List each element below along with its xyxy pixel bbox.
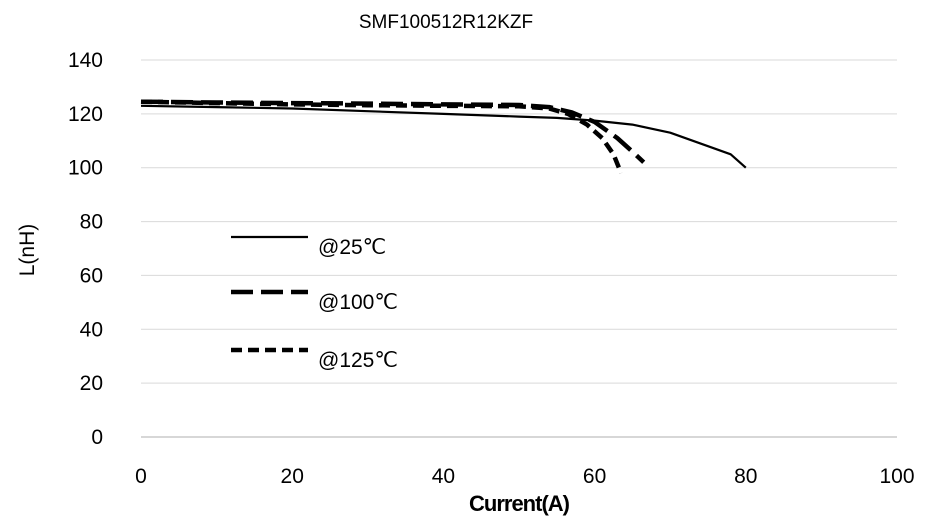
legend-label: @25℃	[318, 236, 386, 259]
series-lines	[140, 99, 747, 174]
y-tick-label: 140	[68, 49, 103, 72]
x-tick-label: 100	[879, 465, 914, 488]
x-tick-label: 20	[281, 465, 304, 488]
y-tick-labels: 0 20 40 60 80 100 120 140	[68, 49, 103, 449]
legend-label: @100℃	[318, 291, 398, 314]
x-tick-label: 60	[583, 465, 606, 488]
y-tick-label: 40	[80, 318, 103, 341]
legend-label: @125℃	[318, 349, 398, 372]
y-tick-label: 120	[68, 103, 103, 126]
series-line-1	[140, 104, 747, 169]
y-tick-label: 20	[80, 372, 103, 395]
y-tick-label: 80	[80, 211, 103, 234]
series-line-3	[140, 99, 624, 174]
gridlines	[141, 59, 897, 384]
y-tick-label: 60	[80, 264, 103, 287]
y-tick-label: 0	[91, 426, 103, 449]
x-tick-labels: 0 20 40 60 80 100	[135, 465, 914, 488]
x-tick-label: 0	[135, 465, 147, 488]
x-axis-label: Current(A)	[469, 491, 570, 516]
series-line-2	[140, 99, 646, 164]
y-axis-label: L(nH)	[16, 224, 39, 277]
legend: @25℃ @100℃ @125℃	[231, 235, 398, 372]
chart-title: SMF100512R12KZF	[359, 12, 533, 33]
x-tick-label: 40	[432, 465, 455, 488]
y-tick-label: 100	[68, 157, 103, 180]
x-tick-label: 80	[734, 465, 757, 488]
